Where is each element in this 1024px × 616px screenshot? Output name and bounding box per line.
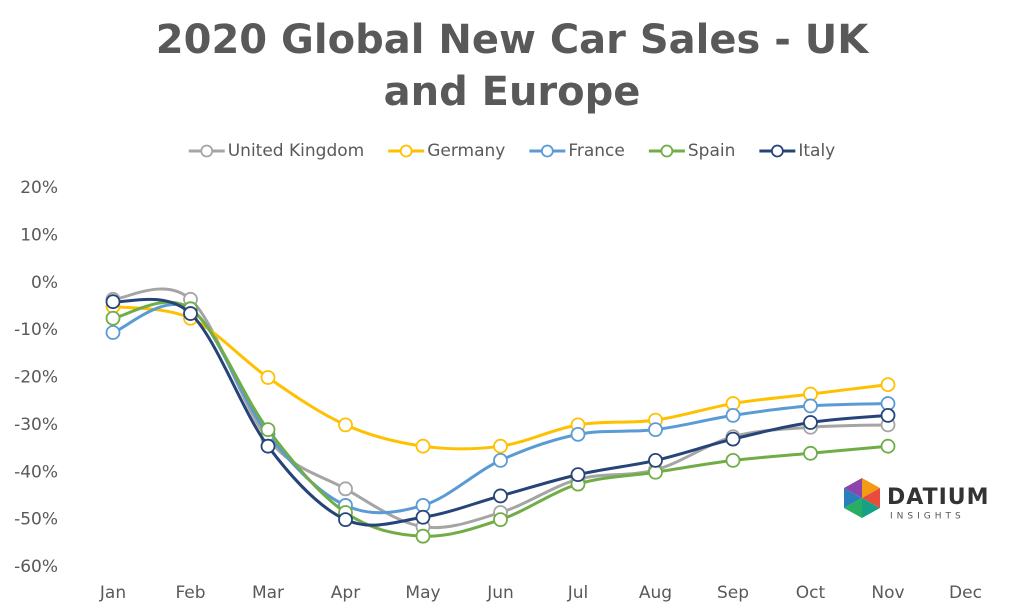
logo-tagline: INSIGHTS [890, 512, 965, 522]
legend-label: Spain [688, 141, 736, 161]
x-tick-label: Apr [331, 583, 360, 603]
logo-shape [862, 488, 880, 508]
y-tick-label: -20% [14, 368, 58, 388]
y-tick-label: -10% [14, 320, 58, 340]
legend-label: Germany [427, 141, 505, 161]
logo-shape [862, 498, 880, 518]
chart-title: 2020 Global New Car Sales - UK and Europ… [155, 17, 869, 115]
data-point [648, 422, 663, 438]
data-point [570, 467, 586, 483]
series-line [112, 297, 889, 527]
logo-shape [844, 498, 862, 518]
y-tick-label: -40% [14, 462, 58, 482]
x-tick-label: Feb [175, 583, 205, 603]
y-tick-label: 0% [31, 273, 58, 293]
legend-marker [540, 144, 554, 158]
logo-shape [844, 488, 862, 508]
data-point [725, 453, 741, 468]
data-point [338, 512, 353, 528]
data-point [105, 325, 121, 340]
series-line [112, 302, 889, 515]
data-point [570, 426, 586, 442]
data-point [260, 422, 276, 438]
data-point [725, 431, 741, 447]
logo: DATIUM INSIGHTS [844, 478, 990, 522]
data-point [105, 310, 121, 326]
y-tick-label: -50% [14, 510, 58, 530]
data-point [880, 438, 896, 454]
legend-marker [770, 144, 784, 158]
data-point [880, 377, 896, 393]
data-point [803, 398, 818, 414]
x-tick-label: Dec [949, 583, 982, 603]
x-tick-label: Aug [639, 583, 672, 603]
x-tick-label: Mar [252, 583, 284, 603]
data-point [648, 453, 663, 468]
x-tick-label: May [405, 583, 440, 603]
y-tick-label: -60% [14, 557, 58, 577]
logo-shape [844, 478, 862, 498]
data-point [725, 407, 741, 423]
x-tick-label: Nov [871, 583, 904, 603]
data-point [338, 481, 353, 497]
data-point [415, 528, 431, 544]
legend-marker [399, 144, 413, 158]
series-line [112, 300, 889, 538]
data-point [493, 453, 508, 468]
data-point [105, 294, 121, 310]
legend-marker [200, 144, 214, 158]
data-point [183, 306, 198, 321]
x-tick-label: Sep [717, 583, 749, 603]
data-point [415, 438, 431, 454]
data-point [415, 509, 431, 525]
data-point [338, 417, 353, 433]
data-point [803, 445, 818, 461]
x-tick-label: Jun [486, 583, 514, 603]
legend: United Kingdom Germany France Spain Italy [188, 141, 835, 161]
y-tick-label: 20% [20, 178, 58, 198]
data-point [260, 438, 276, 454]
data-point [260, 370, 276, 385]
x-tick-label: Oct [796, 583, 826, 603]
data-point [493, 438, 508, 454]
legend-label: Italy [798, 141, 835, 161]
legend-marker [660, 144, 674, 158]
data-point [880, 407, 896, 423]
y-tick-label: -30% [14, 415, 58, 435]
data-point [493, 512, 508, 528]
y-tick-label: 10% [20, 225, 58, 245]
logo-name: DATIUM [887, 485, 990, 510]
legend-label: United Kingdom [228, 141, 364, 161]
x-tick-label: Jan [99, 583, 126, 603]
x-tick-label: Jul [567, 583, 589, 603]
data-point [493, 488, 508, 504]
data-point [803, 415, 818, 430]
logo-shape [862, 478, 880, 498]
legend-label: France [568, 141, 625, 161]
